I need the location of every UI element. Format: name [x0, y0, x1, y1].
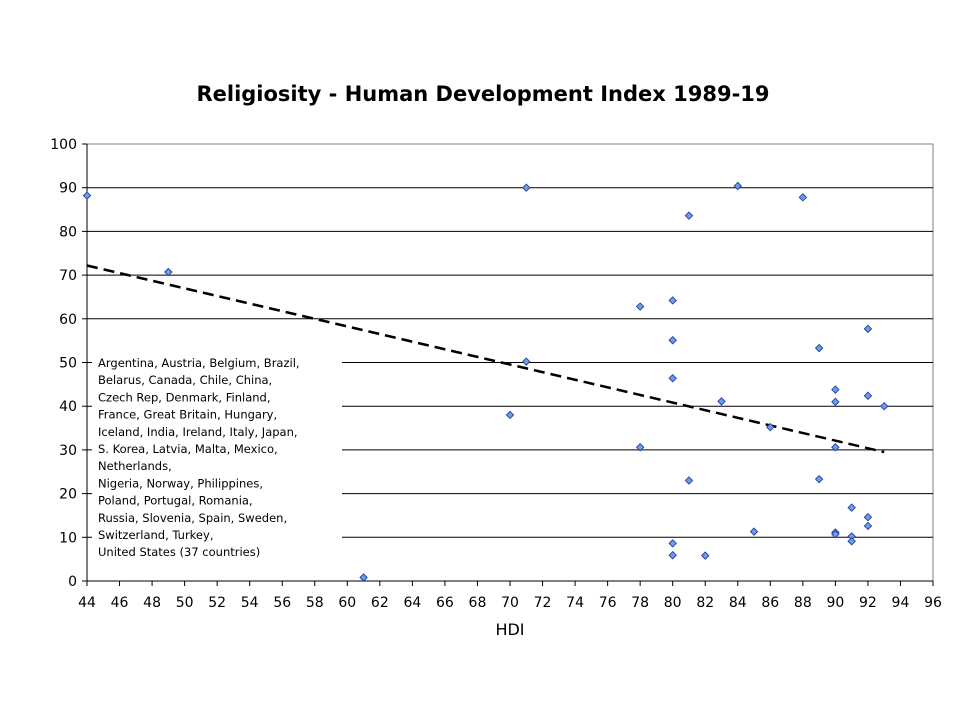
x-tick-label-90: 90	[826, 595, 844, 611]
y-tick-label-90: 90	[59, 181, 77, 197]
annotation-line: Russia, Slovenia, Spain, Sweden,	[98, 511, 287, 525]
data-point	[635, 302, 645, 311]
x-tick-label-72: 72	[534, 595, 552, 611]
x-tick-label-74: 74	[566, 595, 584, 611]
x-tick-label-92: 92	[859, 595, 877, 611]
annotation-background	[92, 350, 342, 565]
x-tick-label-78: 78	[631, 595, 649, 611]
x-tick-label-94: 94	[892, 595, 910, 611]
y-tick-label-60: 60	[59, 312, 77, 328]
data-point	[831, 385, 840, 394]
x-tick-label-96: 96	[924, 595, 942, 611]
x-tick-label-64: 64	[403, 595, 421, 611]
x-tick-label-76: 76	[599, 595, 617, 611]
data-point	[831, 397, 840, 407]
x-tick-label-62: 62	[371, 595, 389, 611]
x-tick-label-80: 80	[664, 595, 682, 611]
data-point	[668, 296, 677, 305]
y-tick-label-100: 100	[50, 137, 77, 153]
annotation-box: Argentina, Austria, Belgium, Brazil, Bela…	[92, 350, 342, 565]
y-tick-label-30: 30	[59, 443, 77, 459]
data-point	[814, 474, 824, 484]
y-tick-label-10: 10	[59, 530, 77, 546]
data-point	[766, 422, 775, 432]
x-tick-label-86: 86	[761, 595, 779, 611]
x-axis-title: HDI	[495, 620, 524, 639]
data-point	[831, 443, 840, 452]
x-tick-label-88: 88	[794, 595, 812, 611]
data-point	[863, 512, 873, 522]
y-tick-label-50: 50	[59, 356, 77, 372]
annotation-line: Poland, Portugal, Romania,	[98, 494, 253, 508]
y-tick-label-80: 80	[59, 224, 77, 240]
data-point	[847, 536, 856, 546]
data-point	[831, 530, 840, 539]
y-axis: 0 10 20 30 40 50 60 70 80 90 100	[50, 137, 88, 590]
x-tick-label-66: 66	[436, 595, 454, 611]
trendline	[86, 264, 885, 454]
data-point	[668, 539, 677, 548]
data-point	[164, 267, 173, 277]
annotation-line: Iceland, India, Ireland, Italy, Japan,	[98, 425, 298, 439]
data-point	[359, 573, 368, 582]
data-point	[82, 191, 92, 200]
data-point	[668, 373, 677, 383]
data-point	[700, 551, 710, 560]
y-tick-label-70: 70	[59, 268, 77, 284]
annotation-line: S. Korea, Latvia, Malta, Mexico,	[98, 442, 278, 456]
data-point	[668, 550, 677, 560]
data-point	[505, 410, 515, 420]
annotation-line: Nigeria, Norway, Philippines,	[98, 476, 263, 490]
x-tick-label-50: 50	[176, 595, 194, 611]
annotation-line: Argentina, Austria, Belgium, Brazil,	[98, 356, 300, 370]
annotation-line: Belarus, Canada, Chile, China,	[98, 373, 272, 387]
data-point	[733, 181, 743, 191]
data-point	[668, 335, 677, 345]
data-point	[863, 324, 873, 334]
data-point	[635, 443, 645, 452]
x-tick-label-82: 82	[696, 595, 714, 611]
annotation-line: Czech Rep, Denmark, Finland,	[98, 390, 270, 404]
data-point	[522, 183, 531, 192]
data-point	[879, 401, 889, 411]
x-tick-label-68: 68	[469, 595, 487, 611]
x-tick-label-70: 70	[501, 595, 519, 611]
x-axis: 44 46 48 50 52 54 56 58 60 62 64 66 68 70 72 74 76 78 80 82…	[78, 580, 942, 611]
annotation-line: United States (37 countries)	[98, 545, 260, 559]
trendline-layer	[86, 264, 885, 454]
y-tick-label-40: 40	[59, 399, 77, 415]
data-point	[717, 397, 726, 406]
annotation-line: France, Great Britain, Hungary,	[98, 408, 277, 422]
y-tick-label-20: 20	[59, 487, 77, 503]
x-tick-label-44: 44	[78, 595, 96, 611]
chart-title: Religiosity - Human Development Index 19…	[196, 82, 769, 106]
annotation-line: Switzerland, Turkey,	[98, 528, 213, 542]
x-tick-label-46: 46	[111, 595, 129, 611]
x-tick-label-56: 56	[273, 595, 291, 611]
x-tick-label-84: 84	[729, 595, 747, 611]
data-point	[798, 193, 808, 202]
x-tick-label-60: 60	[338, 595, 356, 611]
data-point	[847, 503, 856, 512]
x-tick-label-48: 48	[143, 595, 161, 611]
data-points	[82, 181, 889, 582]
data-point	[522, 357, 531, 366]
data-point	[684, 211, 694, 220]
data-point	[814, 343, 824, 353]
x-tick-label-54: 54	[241, 595, 259, 611]
data-point	[863, 391, 873, 400]
x-tick-label-58: 58	[306, 595, 324, 611]
y-tick-label-0: 0	[68, 574, 77, 590]
annotation-line: Netherlands,	[98, 459, 172, 473]
data-point	[863, 521, 873, 531]
data-point	[749, 527, 759, 536]
data-point	[684, 476, 694, 485]
x-tick-label-52: 52	[208, 595, 226, 611]
